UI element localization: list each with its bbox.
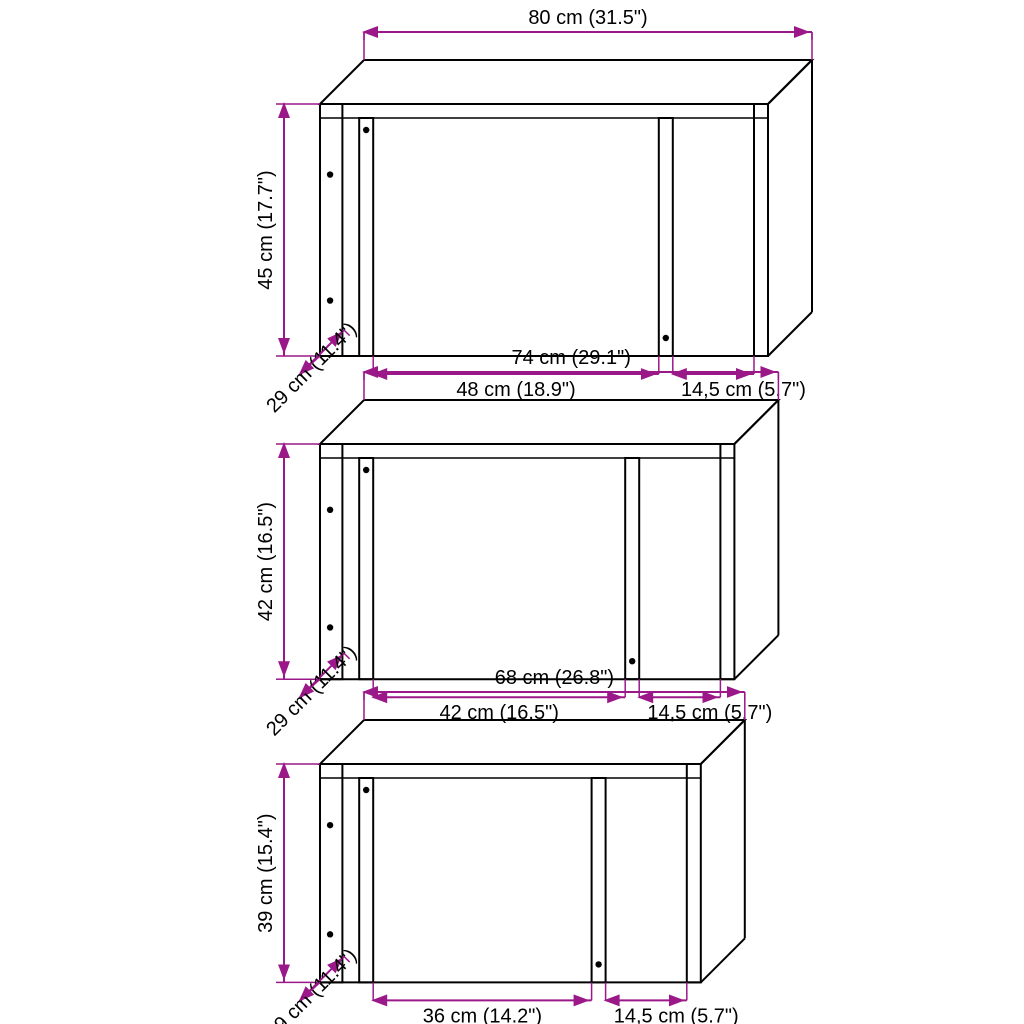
- svg-text:14,5 cm (5.7"): 14,5 cm (5.7"): [681, 379, 806, 401]
- svg-text:29 cm (11.4"): 29 cm (11.4"): [262, 945, 361, 1024]
- svg-text:39 cm (15.4"): 39 cm (15.4"): [255, 814, 277, 933]
- svg-text:14,5 cm (5.7"): 14,5 cm (5.7"): [614, 1005, 739, 1024]
- unit-small: 68 cm (26.8") 39 cm (15.4") 29 cm (11.4") 3…: [255, 667, 745, 1024]
- svg-text:45 cm (17.7"): 45 cm (17.7"): [255, 170, 277, 289]
- svg-text:29 cm (11.4"): 29 cm (11.4"): [262, 641, 361, 740]
- svg-text:42 cm (16.5"): 42 cm (16.5"): [255, 502, 277, 621]
- svg-text:29 cm (11.4"): 29 cm (11.4"): [262, 318, 361, 417]
- svg-text:74 cm (29.1"): 74 cm (29.1"): [512, 347, 631, 369]
- svg-text:48 cm (18.9"): 48 cm (18.9"): [456, 379, 575, 401]
- svg-text:80 cm (31.5"): 80 cm (31.5"): [528, 7, 647, 29]
- svg-text:68 cm (26.8"): 68 cm (26.8"): [495, 667, 614, 689]
- svg-text:36 cm (14.2"): 36 cm (14.2"): [423, 1005, 542, 1024]
- dimension-diagram: 80 cm (31.5") 45 cm (17.7") 29 cm (11.4") 4…: [0, 0, 1024, 1024]
